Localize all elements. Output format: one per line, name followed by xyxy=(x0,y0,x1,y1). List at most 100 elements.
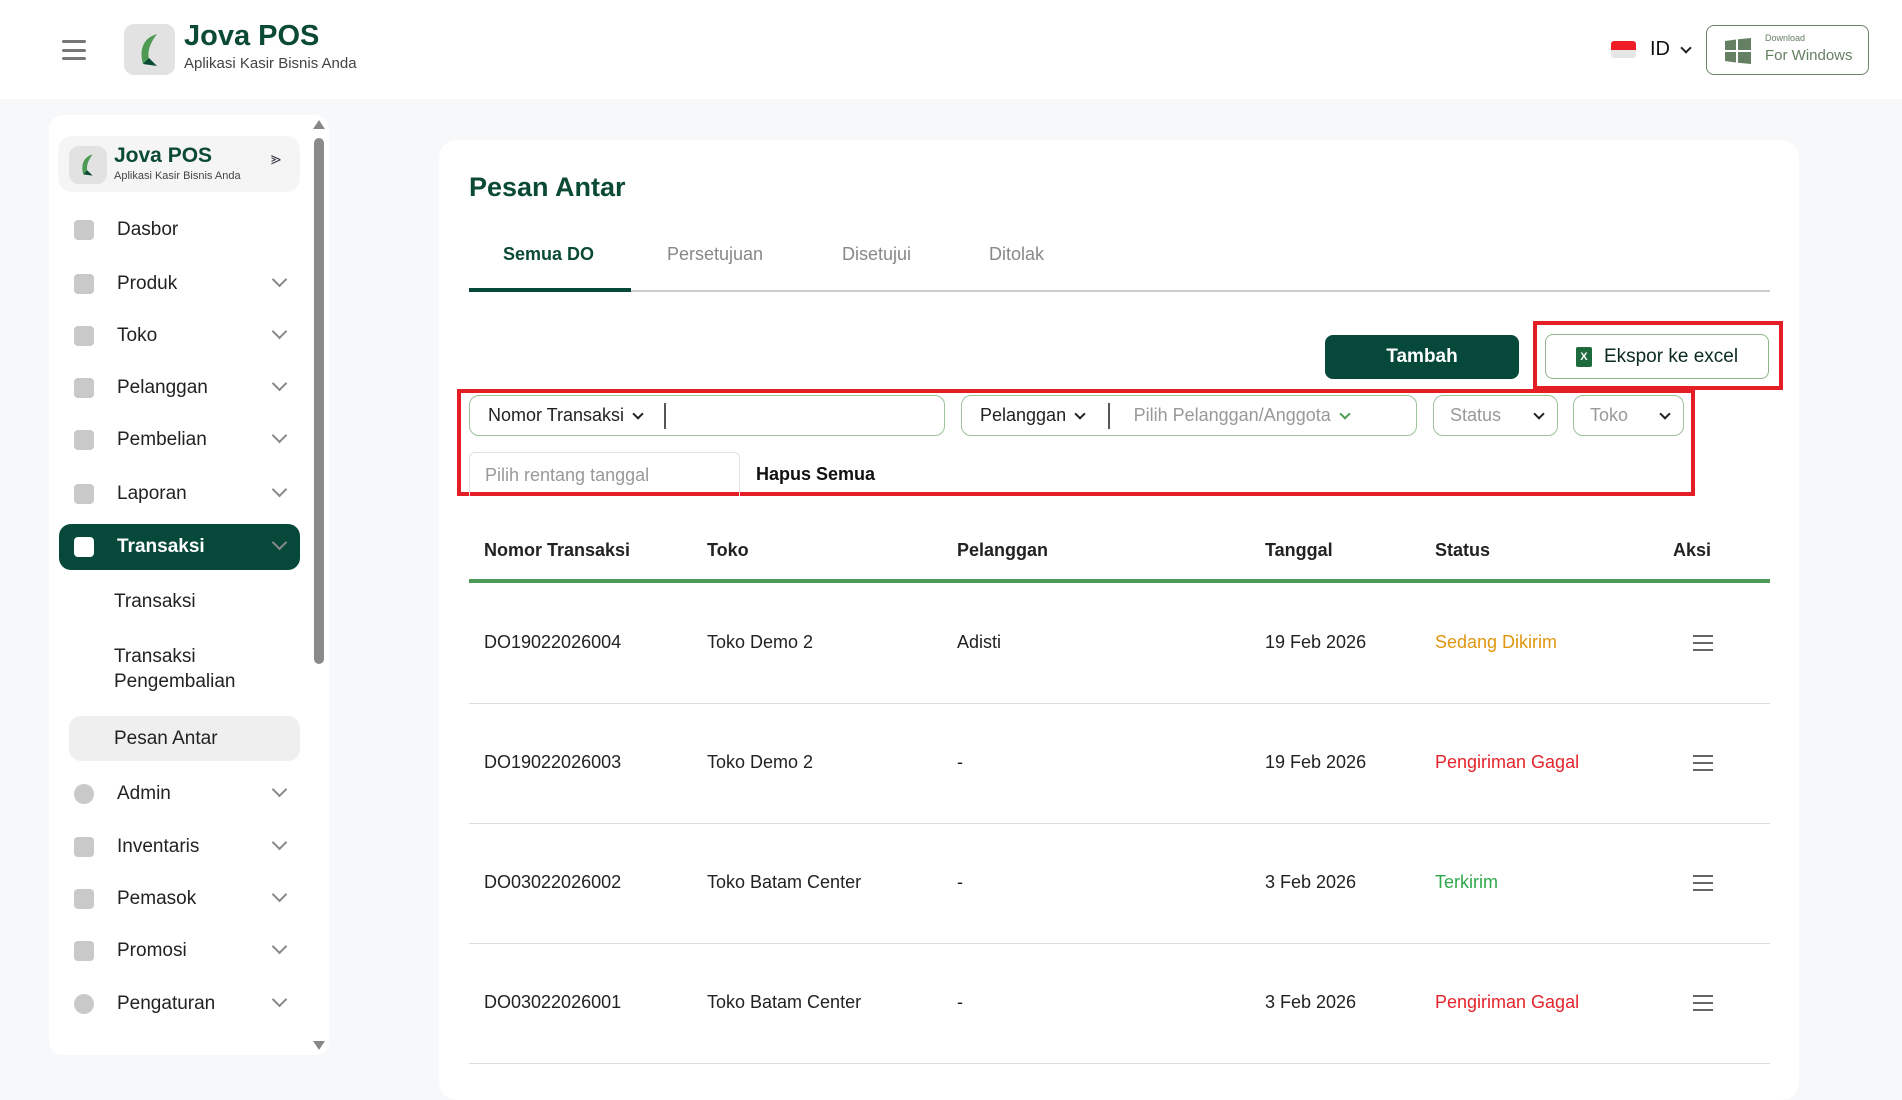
warehouse-icon xyxy=(74,837,94,857)
user-circle-icon xyxy=(74,784,94,804)
submenu-transaksi-pengembalian[interactable]: Transaksi Pengembalian xyxy=(114,646,236,692)
cell-status: Terkirim xyxy=(1435,872,1498,892)
export-excel-button[interactable]: X Ekspor ke excel xyxy=(1545,334,1769,379)
menu-label: Pembelian xyxy=(117,429,207,450)
row-actions-menu-icon[interactable] xyxy=(1693,875,1713,891)
sidebar-item-admin[interactable]: Admin xyxy=(59,771,300,817)
submenu-transaksi[interactable]: Transaksi xyxy=(114,591,196,612)
sidebar-item-produk[interactable]: Produk xyxy=(59,261,300,307)
cell-status: Pengiriman Gagal xyxy=(1435,992,1580,1012)
chevron-down-icon xyxy=(1339,407,1351,420)
sidebar-item-promosi[interactable]: Promosi xyxy=(59,928,300,974)
cell-date: 19 Feb 2026 xyxy=(1265,632,1367,652)
scroll-down-arrow[interactable] xyxy=(313,1041,325,1050)
store-placeholder: Toko xyxy=(1590,405,1629,425)
language-select[interactable]: ID xyxy=(1650,38,1692,61)
sidebar-brand: Jova POS xyxy=(114,144,213,167)
cell-customer: - xyxy=(957,872,963,892)
gear-icon xyxy=(74,994,94,1014)
chevron-down-icon xyxy=(1659,407,1671,420)
sidebar-item-laporan[interactable]: Laporan xyxy=(59,471,300,517)
chevron-down-icon xyxy=(271,271,288,288)
menu-label: Pelanggan xyxy=(117,377,208,398)
sidebar-scrollbar[interactable] xyxy=(314,138,324,664)
row-actions-menu-icon[interactable] xyxy=(1693,755,1713,771)
sidebar-item-pemasok[interactable]: Pemasok xyxy=(59,876,300,922)
customer-by-select[interactable]: Pelanggan xyxy=(980,405,1086,426)
menu-label: Pemasok xyxy=(117,888,197,909)
indonesia-flag-icon[interactable] xyxy=(1611,41,1636,58)
chevron-down-icon xyxy=(1533,407,1545,420)
sidebar-item-inventaris[interactable]: Inventaris xyxy=(59,824,300,870)
chevron-down-icon xyxy=(271,834,288,851)
sidebar-item-pelanggan[interactable]: Pelanggan xyxy=(59,365,300,411)
menu-label: Pengaturan xyxy=(117,993,216,1014)
menu-label: Dasbor xyxy=(117,219,179,240)
col-header-toko: Toko xyxy=(707,540,749,560)
customer-by-label: Pelanggan xyxy=(980,405,1067,425)
sidebar-logo-icon xyxy=(69,146,107,184)
status-placeholder: Status xyxy=(1450,405,1502,425)
customer-select[interactable]: Pilih Pelanggan/Anggota xyxy=(1134,405,1351,426)
sidebar-item-transaksi[interactable]: Transaksi xyxy=(59,524,300,570)
sidebar-brand-switcher[interactable]: Jova POS Aplikasi Kasir Bisnis Anda ⪢ xyxy=(58,136,300,192)
sidebar xyxy=(49,115,329,1055)
row-actions-menu-icon[interactable] xyxy=(1693,635,1713,651)
cell-date: 3 Feb 2026 xyxy=(1265,872,1357,892)
hamburger-menu-icon[interactable] xyxy=(62,40,86,60)
store-icon xyxy=(74,326,94,346)
status-select[interactable]: Status xyxy=(1433,395,1558,436)
col-header-pelanggan: Pelanggan xyxy=(957,540,1049,560)
chevron-down-icon xyxy=(271,427,288,444)
chevron-down-icon xyxy=(271,886,288,903)
top-bar xyxy=(0,0,1902,99)
search-by-label: Nomor Transaksi xyxy=(488,405,625,425)
filter-highlight-box xyxy=(457,389,1695,496)
chevron-down-icon xyxy=(271,481,288,498)
row-divider xyxy=(469,823,1770,824)
active-tab-indicator xyxy=(469,288,631,292)
chevron-down-icon xyxy=(1074,407,1086,420)
cell-customer: - xyxy=(957,992,963,1012)
cell-customer: - xyxy=(957,752,963,772)
chevron-down-icon xyxy=(271,991,288,1008)
menu-label: Toko xyxy=(117,325,158,346)
divider xyxy=(664,402,666,429)
transaction-search-field[interactable]: Nomor Transaksi xyxy=(469,395,945,436)
tab-ditolak[interactable]: Ditolak xyxy=(989,244,1045,264)
row-actions-menu-icon[interactable] xyxy=(1693,995,1713,1011)
app-logo-icon xyxy=(124,24,175,75)
sidebar-item-toko[interactable]: Toko xyxy=(59,313,300,359)
add-button[interactable]: Tambah xyxy=(1325,335,1519,379)
chevron-down-icon xyxy=(1680,41,1692,54)
chevron-down-icon xyxy=(271,781,288,798)
store-select[interactable]: Toko xyxy=(1573,395,1684,436)
sidebar-item-dasbor[interactable]: Dasbor xyxy=(59,207,300,253)
submenu-pesan-antar[interactable]: Pesan Antar xyxy=(69,716,300,761)
search-by-select[interactable]: Nomor Transaksi xyxy=(488,405,644,426)
download-windows-button[interactable]: Download For Windows xyxy=(1706,25,1869,75)
scroll-up-arrow[interactable] xyxy=(313,120,325,129)
page-title: Pesan Antar xyxy=(469,172,626,202)
dashboard-icon xyxy=(74,220,94,240)
sidebar-item-pengaturan[interactable]: Pengaturan xyxy=(59,981,300,1027)
shopping-bag-icon xyxy=(74,430,94,450)
menu-label: Laporan xyxy=(117,483,187,504)
tab-disetujui[interactable]: Disetujui xyxy=(842,244,912,264)
cell-no: DO03022026002 xyxy=(484,872,622,892)
document-icon xyxy=(74,484,94,504)
sidebar-item-pembelian[interactable]: Pembelian xyxy=(59,417,300,463)
cell-store: Toko Demo 2 xyxy=(707,752,814,772)
tab-persetujuan[interactable]: Persetujuan xyxy=(667,244,764,264)
divider xyxy=(1108,402,1110,429)
date-range-input[interactable]: Pilih rentang tanggal xyxy=(469,452,740,496)
customer-filter[interactable]: Pelanggan Pilih Pelanggan/Anggota xyxy=(961,395,1417,436)
tabs-divider xyxy=(469,290,1770,292)
col-header-aksi: Aksi xyxy=(1673,540,1712,560)
clear-all-link[interactable]: Hapus Semua xyxy=(756,464,876,484)
cell-no: DO19022026004 xyxy=(484,632,622,652)
excel-icon: X xyxy=(1575,346,1592,367)
highlight-box xyxy=(1533,321,1783,390)
tab-semua-do[interactable]: Semua DO xyxy=(503,244,595,264)
sidebar-tagline: Aplikasi Kasir Bisnis Anda xyxy=(114,170,241,182)
